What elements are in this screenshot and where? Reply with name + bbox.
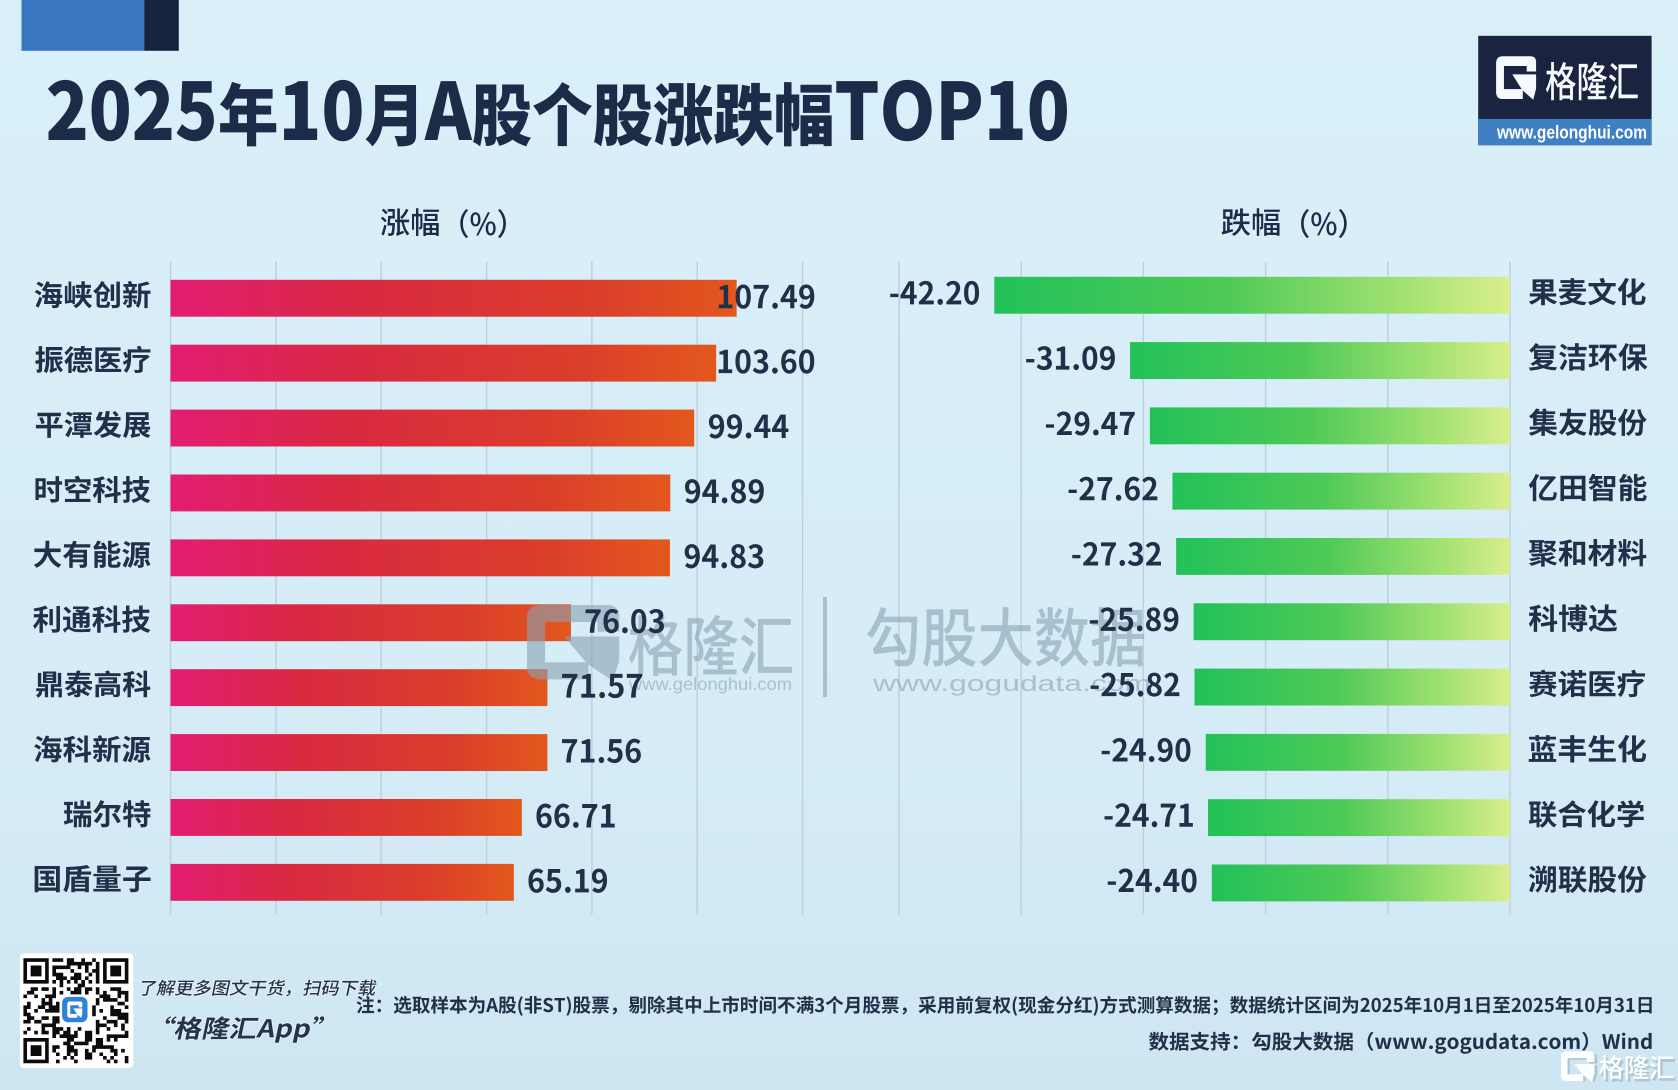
svg-text:www.gelonghui.com: www.gelonghui.com: [1496, 123, 1647, 143]
svg-text:www.gelonghui.com: www.gelonghui.com: [628, 674, 792, 694]
